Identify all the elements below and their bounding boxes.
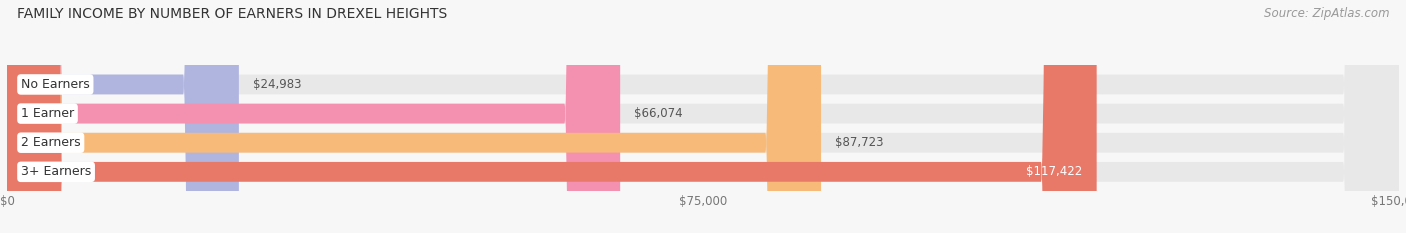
Text: 3+ Earners: 3+ Earners (21, 165, 91, 178)
Text: 1 Earner: 1 Earner (21, 107, 75, 120)
Text: $87,723: $87,723 (835, 136, 883, 149)
Text: 2 Earners: 2 Earners (21, 136, 80, 149)
FancyBboxPatch shape (7, 0, 239, 233)
FancyBboxPatch shape (7, 0, 1399, 233)
FancyBboxPatch shape (7, 0, 821, 233)
FancyBboxPatch shape (7, 0, 1399, 233)
Text: $24,983: $24,983 (253, 78, 301, 91)
Text: No Earners: No Earners (21, 78, 90, 91)
FancyBboxPatch shape (7, 0, 1399, 233)
FancyBboxPatch shape (7, 0, 620, 233)
FancyBboxPatch shape (7, 0, 1399, 233)
Text: $117,422: $117,422 (1026, 165, 1083, 178)
FancyBboxPatch shape (7, 0, 1097, 233)
Text: Source: ZipAtlas.com: Source: ZipAtlas.com (1264, 7, 1389, 20)
Text: $66,074: $66,074 (634, 107, 683, 120)
Text: FAMILY INCOME BY NUMBER OF EARNERS IN DREXEL HEIGHTS: FAMILY INCOME BY NUMBER OF EARNERS IN DR… (17, 7, 447, 21)
